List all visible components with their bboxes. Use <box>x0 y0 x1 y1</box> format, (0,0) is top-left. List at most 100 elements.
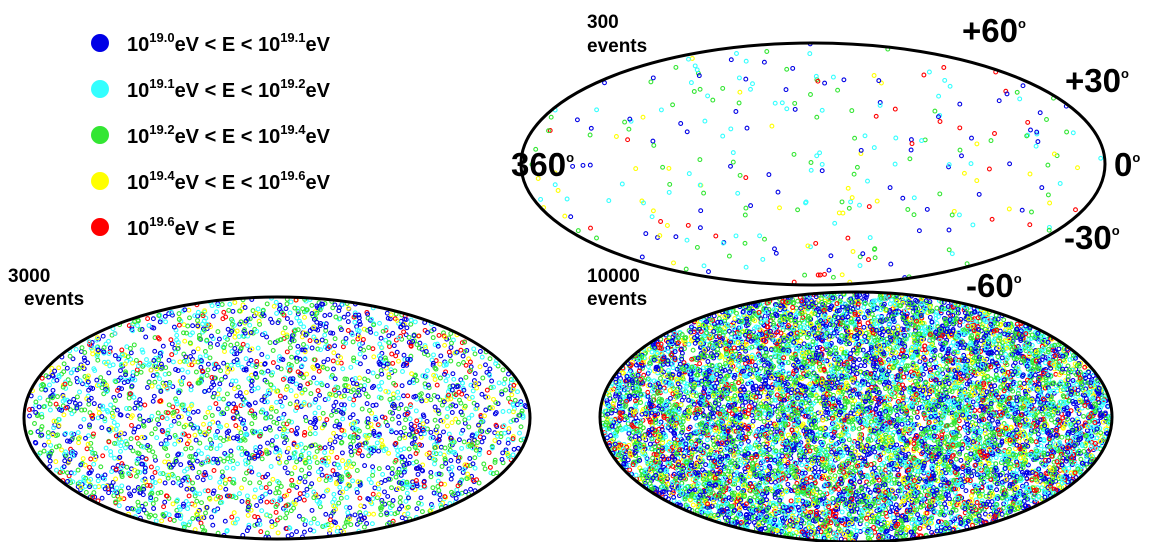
event-point <box>334 455 340 460</box>
event-point <box>817 150 823 156</box>
event-point <box>75 430 81 436</box>
event-point <box>152 348 158 354</box>
event-point <box>302 387 308 393</box>
event-point <box>190 409 196 415</box>
event-point <box>401 329 407 335</box>
event-point <box>790 65 796 71</box>
event-point <box>366 345 372 350</box>
event-point <box>808 167 814 173</box>
event-point <box>216 336 222 342</box>
event-point <box>459 445 465 451</box>
event-point <box>133 357 139 363</box>
legend-item: 1019.4eV < E < 1019.6eV <box>91 168 331 194</box>
event-point <box>430 485 436 491</box>
event-point <box>149 383 155 389</box>
event-point <box>91 461 97 467</box>
event-point <box>284 316 290 322</box>
event-point <box>269 519 275 525</box>
event-point <box>587 162 593 168</box>
event-point <box>368 480 374 486</box>
event-point <box>372 485 378 491</box>
event-point <box>113 441 119 447</box>
event-point <box>477 349 483 354</box>
event-point <box>352 319 358 325</box>
event-point <box>301 529 307 535</box>
event-point <box>131 342 137 348</box>
event-point <box>247 480 253 486</box>
event-point <box>270 476 276 482</box>
event-point <box>199 374 205 379</box>
event-point <box>100 333 106 339</box>
event-point <box>165 453 171 459</box>
event-point <box>302 479 308 485</box>
event-point <box>807 51 813 57</box>
event-point <box>209 514 215 520</box>
event-point <box>115 463 121 468</box>
event-point <box>47 407 53 413</box>
event-point <box>207 475 213 481</box>
event-point <box>133 473 139 479</box>
event-point <box>365 424 371 430</box>
event-point <box>762 236 767 242</box>
event-point <box>235 461 240 467</box>
event-point <box>86 401 92 407</box>
event-point <box>106 490 112 496</box>
event-point <box>331 403 337 409</box>
event-point <box>98 375 104 381</box>
event-point <box>517 430 522 436</box>
event-point <box>267 489 273 495</box>
event-point <box>397 506 402 512</box>
event-point <box>382 355 388 361</box>
event-point <box>284 492 290 498</box>
event-point <box>75 467 81 473</box>
event-point <box>215 342 220 347</box>
event-point <box>178 462 184 468</box>
event-point <box>1098 155 1104 161</box>
event-point <box>664 223 670 228</box>
event-point <box>279 403 285 409</box>
event-point <box>170 359 176 365</box>
event-point <box>343 336 349 341</box>
event-point <box>76 440 82 446</box>
event-point <box>336 500 342 506</box>
event-point <box>379 350 385 356</box>
event-point <box>594 107 600 113</box>
event-point <box>317 392 323 398</box>
event-point <box>126 395 132 401</box>
event-point <box>437 451 443 457</box>
event-point <box>1019 207 1025 213</box>
event-point <box>236 425 242 431</box>
event-point <box>259 352 265 357</box>
event-point <box>398 429 404 435</box>
event-point <box>374 440 380 446</box>
event-point <box>911 212 917 218</box>
event-point <box>345 319 351 325</box>
event-point <box>474 385 480 391</box>
event-point <box>1039 185 1045 191</box>
event-point <box>641 200 646 206</box>
event-point <box>795 207 801 213</box>
event-point <box>169 352 175 358</box>
event-point <box>448 396 454 402</box>
event-point <box>332 423 338 429</box>
event-point <box>227 476 233 482</box>
event-point <box>689 56 695 61</box>
event-point <box>293 381 299 387</box>
event-point <box>391 391 396 397</box>
event-point <box>36 404 42 410</box>
event-point <box>362 376 368 382</box>
event-point <box>186 307 192 313</box>
event-point <box>418 495 424 501</box>
event-point <box>173 396 179 402</box>
event-point <box>232 346 238 351</box>
event-point <box>454 487 460 493</box>
event-point <box>942 77 948 83</box>
event-point <box>130 360 135 366</box>
event-point <box>951 208 957 214</box>
event-point <box>352 512 358 518</box>
event-point <box>282 325 288 331</box>
event-point <box>397 495 403 501</box>
event-point <box>213 401 219 407</box>
event-point <box>379 438 385 443</box>
event-point <box>331 366 336 372</box>
